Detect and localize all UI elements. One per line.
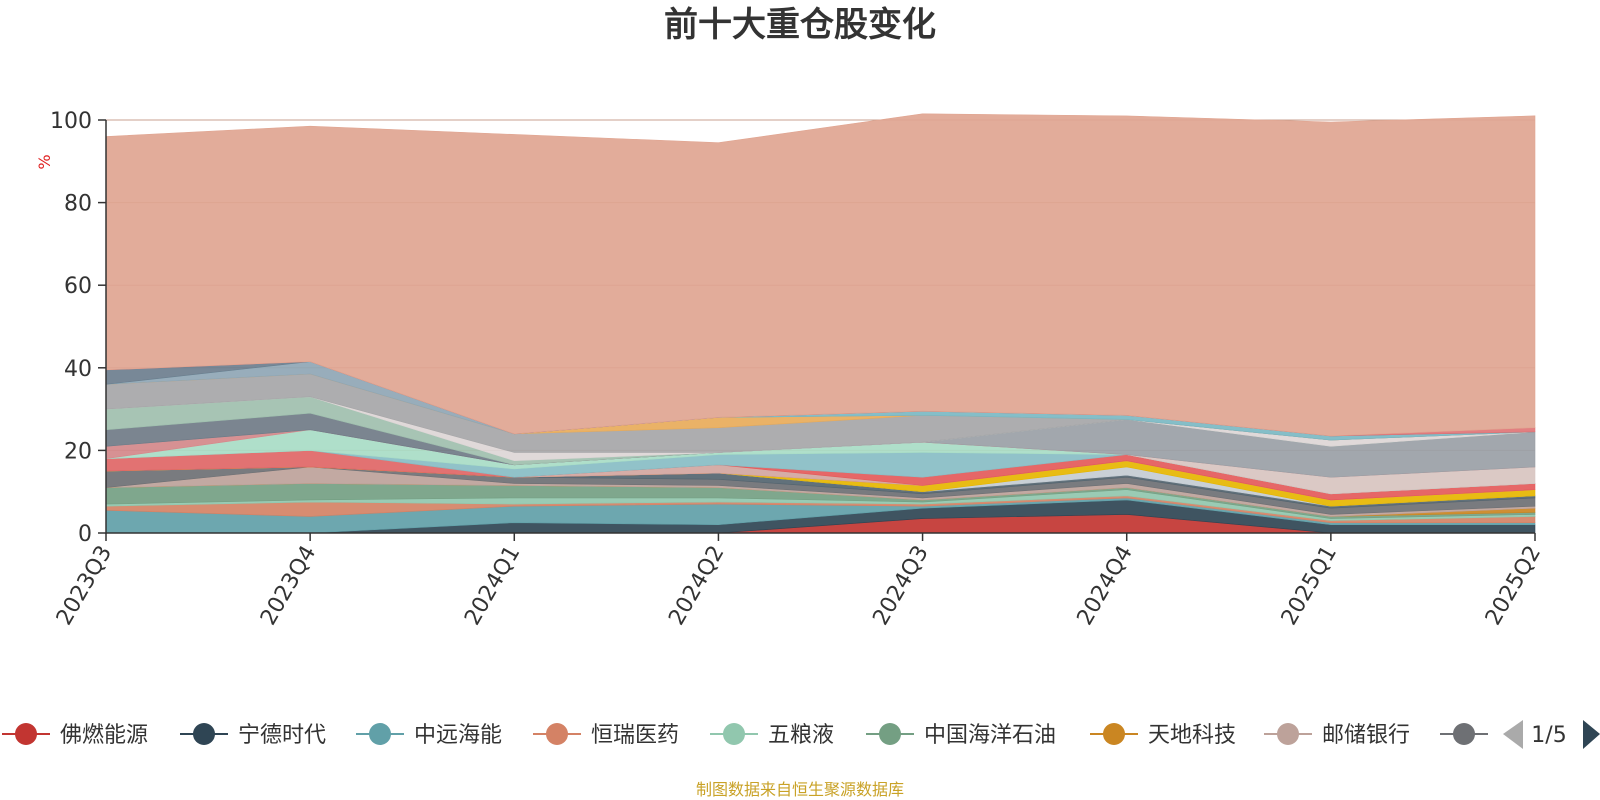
chart-title: 前十大重仓股变化 <box>664 5 936 45</box>
legend-next-page-icon[interactable] <box>1583 720 1600 749</box>
legend-item[interactable] <box>1440 723 1488 745</box>
legend-label: 中远海能 <box>414 723 502 748</box>
x-tick-labels: 2023Q3 2023Q4 2024Q1 2024Q2 2024Q3 2024Q4 2025… <box>52 533 1546 630</box>
legend-pager: 1/5 <box>1503 720 1600 749</box>
legend-marker-dot <box>879 723 901 745</box>
legend-item[interactable]: 宁德时代 <box>180 723 326 748</box>
legend-label: 恒瑞医药 <box>591 723 679 748</box>
legend-marker-dot <box>1103 723 1125 745</box>
legend-label: 佛燃能源 <box>60 723 148 748</box>
source-note: 制图数据来自恒生聚源数据库 <box>696 780 904 799</box>
legend-marker-dot <box>193 723 215 745</box>
y-tick-label: 100 <box>50 109 92 134</box>
y-tick-label: 80 <box>64 192 92 217</box>
y-tick-label: 60 <box>64 274 92 299</box>
x-tick-label: 2024Q3 <box>868 542 933 630</box>
legend-item[interactable]: 邮储银行 <box>1264 723 1410 748</box>
x-tick-label: 2023Q4 <box>256 542 321 630</box>
x-tick-label: 2024Q1 <box>460 542 525 630</box>
legend-label: 邮储银行 <box>1322 723 1410 748</box>
legend-marker-dot <box>1453 723 1475 745</box>
legend-item[interactable]: 中国海洋石油 <box>866 723 1056 748</box>
legend-label: 中国海洋石油 <box>924 723 1056 748</box>
legend-label: 五粮液 <box>768 723 834 748</box>
y-tick-label: 20 <box>64 439 92 464</box>
x-tick-label: 2025Q1 <box>1277 542 1342 630</box>
legend-label: 宁德时代 <box>238 723 326 748</box>
y-unit-label: % <box>35 154 54 169</box>
legend-marker-dot <box>369 723 391 745</box>
legend-item[interactable]: 五粮液 <box>710 723 834 748</box>
area-series-group <box>105 113 1536 534</box>
x-tick-label: 2024Q2 <box>664 542 729 630</box>
legend-marker-dot <box>546 723 568 745</box>
x-tick-label: 2023Q3 <box>52 542 117 630</box>
legend-item[interactable]: 恒瑞医药 <box>533 723 679 748</box>
legend: 佛燃能源 宁德时代 中远海能 恒瑞医药 五粮液 中国海洋石油 天地科技 邮储银行 <box>2 723 1488 748</box>
legend-item[interactable]: 佛燃能源 <box>2 723 148 748</box>
legend-marker-dot <box>15 723 37 745</box>
legend-label: 天地科技 <box>1148 723 1236 748</box>
area-series-30 <box>105 113 1536 437</box>
legend-marker-dot <box>1277 723 1299 745</box>
x-tick-label: 2024Q4 <box>1073 542 1138 630</box>
axes <box>105 120 1535 534</box>
legend-item[interactable]: 中远海能 <box>356 723 502 748</box>
legend-marker-dot <box>723 723 745 745</box>
legend-prev-page-icon[interactable] <box>1503 720 1523 749</box>
y-tick-labels: 0 20 40 60 80 100 <box>50 109 106 547</box>
legend-page-indicator: 1/5 <box>1531 723 1566 748</box>
y-tick-label: 40 <box>64 357 92 382</box>
y-tick-label: 0 <box>78 522 92 547</box>
legend-item[interactable]: 天地科技 <box>1090 723 1236 748</box>
x-tick-label: 2025Q2 <box>1481 542 1546 630</box>
